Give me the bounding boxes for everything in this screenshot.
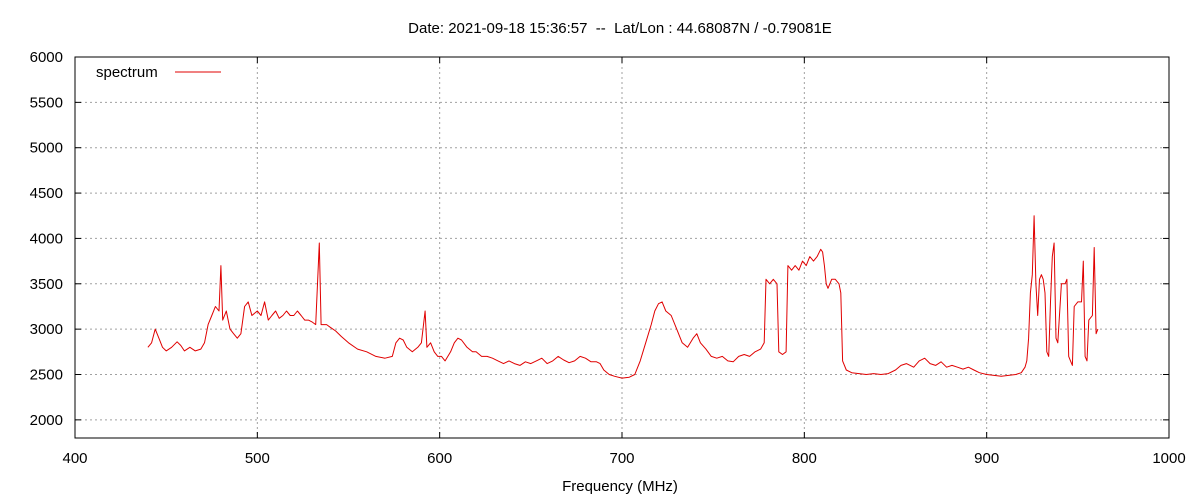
x-tick-label: 500: [245, 450, 270, 467]
y-tick-label: 5500: [30, 94, 63, 111]
legend: spectrum: [96, 64, 221, 81]
chart-title: Date: 2021-09-18 15:36:57 -- Lat/Lon : 4…: [408, 20, 832, 37]
x-tick-label: 1000: [1152, 450, 1185, 467]
y-tick-label: 6000: [30, 49, 63, 66]
plot-frame: [74, 56, 1170, 439]
series-layer: [147, 215, 1099, 379]
x-tick-label: 600: [427, 450, 452, 467]
axis-ticks: 400 500 600 700 800 900 1000 2000 2500 3000 3500 40…: [30, 49, 1186, 467]
x-tick-label: 400: [62, 450, 87, 467]
y-tick-label: 4500: [30, 185, 63, 202]
y-tick-label: 2000: [30, 412, 63, 429]
x-tick-label: 900: [974, 450, 999, 467]
grid: [75, 57, 1169, 438]
y-tick-label: 4000: [30, 230, 63, 247]
y-tick-label: 3500: [30, 276, 63, 293]
y-tick-label: 2500: [30, 367, 63, 384]
y-tick-label: 5000: [30, 140, 63, 157]
y-tick-label: 3000: [30, 321, 63, 338]
x-tick-label: 800: [792, 450, 817, 467]
series-line-spectrum: [147, 215, 1099, 379]
x-tick-label: 700: [609, 450, 634, 467]
x-axis-label: Frequency (MHz): [562, 478, 678, 495]
legend-label: spectrum: [96, 64, 158, 81]
